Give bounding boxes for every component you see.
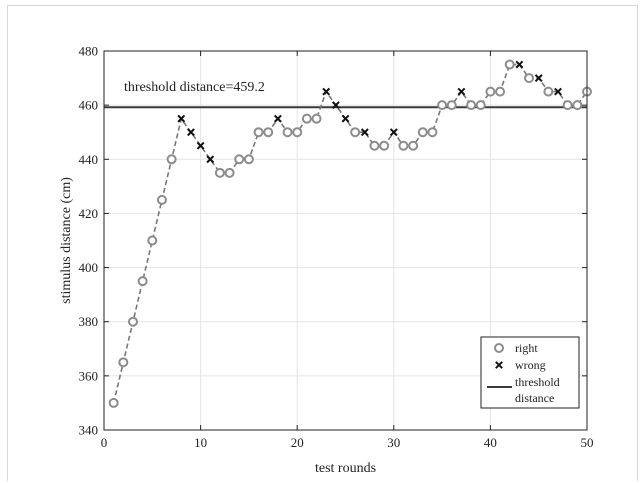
right-point — [253, 127, 264, 138]
wrong-point — [515, 60, 524, 69]
legend-wrong-stroke — [495, 361, 503, 369]
wrong-point — [534, 74, 543, 82]
right-point — [137, 276, 148, 287]
wrong-point — [187, 128, 195, 137]
right-point — [263, 127, 274, 138]
legend-threshold-label-line1: threshold — [515, 375, 560, 389]
right-point — [437, 100, 448, 111]
right-point — [562, 100, 573, 111]
wrong-point-stroke — [273, 114, 282, 123]
right-point — [379, 140, 390, 151]
x-tick-label: 50 — [581, 435, 594, 450]
right-point — [408, 140, 419, 151]
right-point — [301, 113, 312, 124]
grid — [103, 50, 588, 431]
wrong-point-stroke — [515, 60, 524, 69]
right-point — [466, 100, 477, 111]
wrong-point-stroke — [206, 155, 215, 164]
right-point — [504, 59, 515, 70]
x-tick-label: 30 — [387, 435, 400, 450]
wrong-point-stroke — [534, 74, 543, 82]
right-point — [417, 127, 428, 138]
right-point — [147, 235, 158, 246]
right-point — [243, 154, 254, 165]
wrong-point-stroke — [554, 87, 562, 96]
legend-right-marker — [494, 343, 504, 353]
x-tick-label: 10 — [194, 435, 207, 450]
right-point — [427, 127, 438, 138]
legend-wrong-marker — [495, 361, 503, 369]
legend-wrong-label: wrong — [515, 358, 546, 372]
wrong-point — [341, 114, 350, 123]
y-tick-label: 460 — [79, 98, 99, 113]
y-tick-label: 420 — [79, 206, 99, 221]
right-point — [224, 167, 235, 178]
x-tick-label: 40 — [484, 435, 497, 450]
legend-right-label: right — [515, 341, 538, 355]
right-point — [166, 154, 177, 165]
wrong-point — [389, 128, 398, 137]
wrong-point — [322, 87, 331, 96]
x-tick-label: 0 — [101, 435, 108, 450]
right-point — [214, 167, 225, 178]
x-tick-label: 20 — [291, 435, 304, 450]
wrong-point-stroke — [457, 87, 466, 96]
right-point — [543, 86, 554, 97]
right-point — [398, 140, 409, 151]
right-point — [446, 100, 457, 111]
wrong-point-stroke — [360, 128, 369, 137]
data-marks — [108, 59, 592, 408]
wrong-point — [457, 87, 466, 96]
y-tick-label: 480 — [79, 44, 99, 59]
wrong-point-stroke — [322, 87, 331, 96]
wrong-point-stroke — [187, 128, 195, 137]
y-tick-label: 360 — [79, 368, 99, 383]
right-point — [108, 397, 119, 408]
x-axis-label: test rounds — [315, 461, 376, 476]
right-point — [369, 140, 380, 151]
wrong-point — [331, 101, 340, 110]
legend-box — [480, 336, 580, 409]
y-tick-label: 340 — [79, 423, 99, 438]
right-point — [156, 194, 167, 205]
wrong-point — [554, 87, 562, 96]
threshold-annotation: threshold distance=459.2 — [124, 80, 265, 95]
y-axis-label: stimulus distance (cm) — [59, 177, 74, 304]
wrong-point — [206, 155, 215, 164]
right-point — [292, 127, 303, 138]
wrong-point-stroke — [341, 114, 350, 123]
tick-labels: 0 10 20 30 40 50 340 360 380 400 420 440 460 480 — [79, 44, 594, 451]
right-point — [311, 113, 322, 124]
wrong-point — [177, 114, 186, 123]
right-point — [118, 357, 129, 368]
wrong-point — [196, 141, 205, 150]
y-tick-label: 440 — [79, 152, 99, 167]
figure-frame — [7, 5, 638, 481]
right-point — [350, 127, 361, 138]
right-point — [475, 100, 486, 111]
right-point — [495, 86, 506, 97]
y-tick-label: 400 — [79, 260, 99, 275]
wrong-point — [360, 128, 369, 137]
right-point — [282, 127, 293, 138]
y-tick-label: 380 — [79, 314, 99, 329]
plot-border — [103, 50, 588, 431]
legend-threshold-label-line2: distance — [515, 391, 554, 405]
wrong-point — [273, 114, 282, 123]
wrong-point-stroke — [389, 128, 398, 137]
right-point — [572, 100, 583, 111]
wrong-point-stroke — [177, 114, 186, 123]
legend: right wrong threshold distance — [480, 336, 580, 409]
right-point — [485, 86, 496, 97]
wrong-point-stroke — [331, 101, 340, 110]
right-point — [127, 316, 138, 327]
right-point — [234, 154, 245, 165]
wrong-point-stroke — [196, 141, 205, 150]
right-point — [524, 73, 535, 84]
